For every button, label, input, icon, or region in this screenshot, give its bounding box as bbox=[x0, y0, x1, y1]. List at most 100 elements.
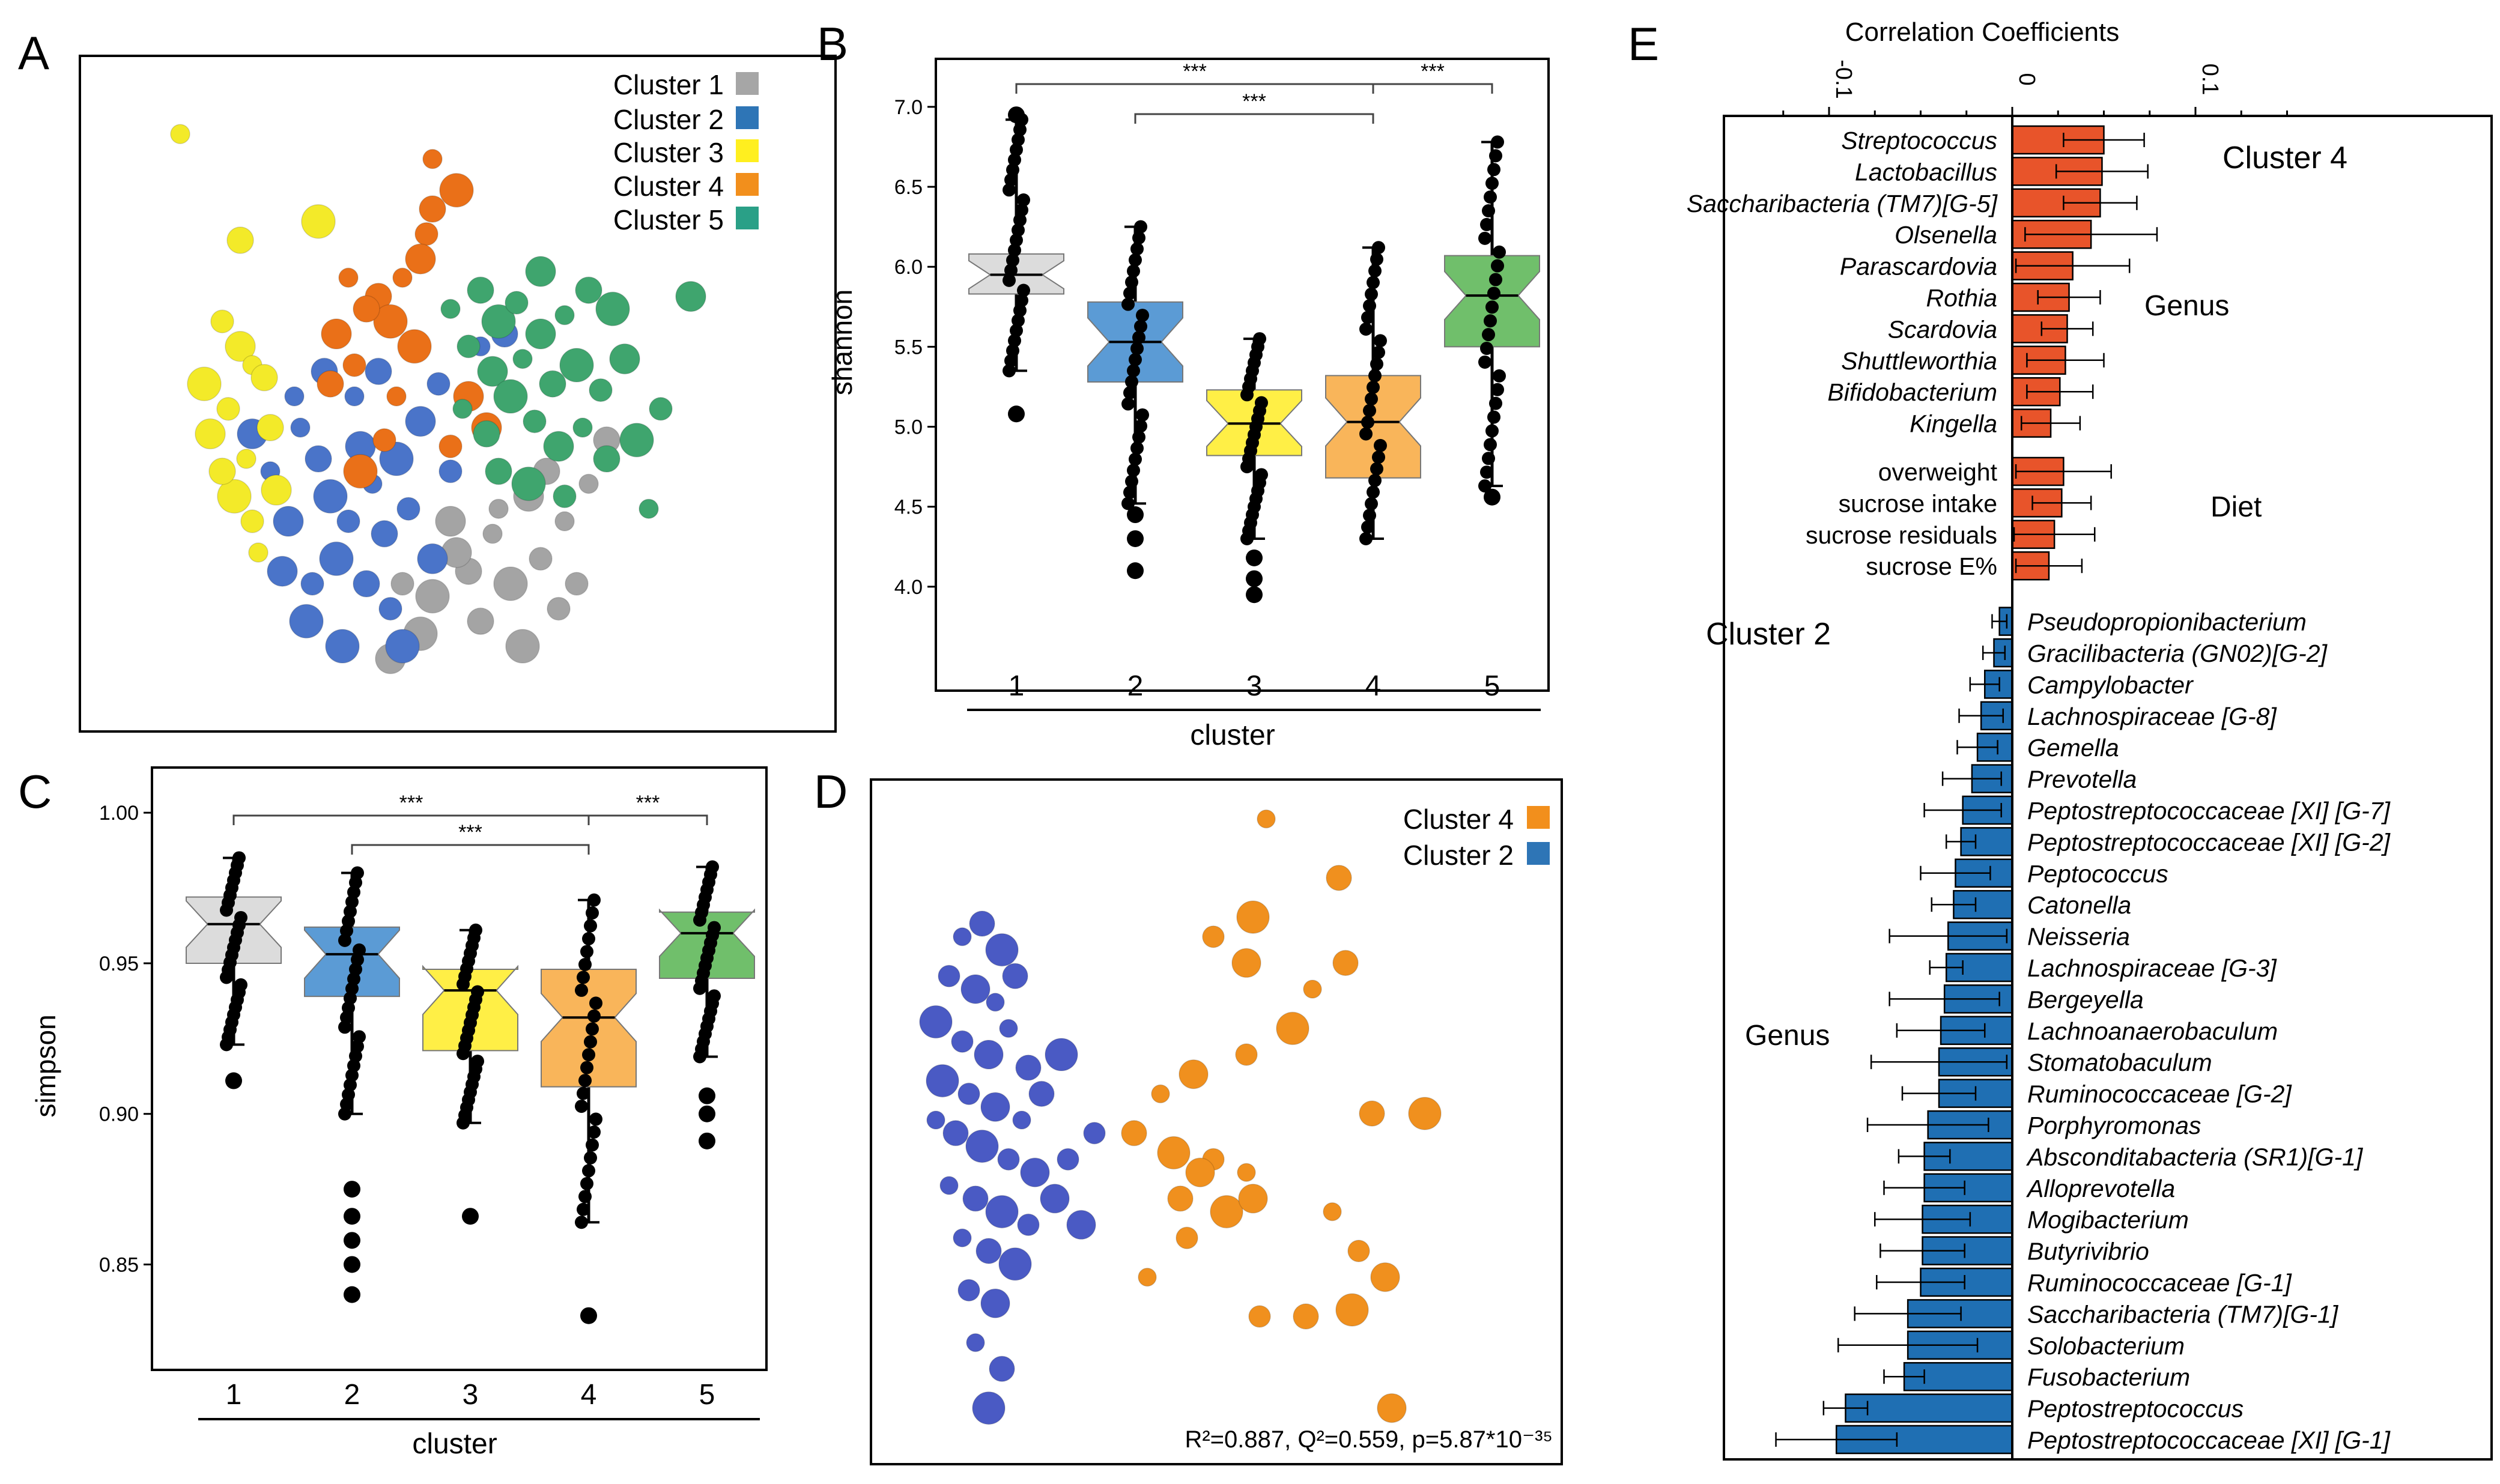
scatter-point bbox=[572, 417, 593, 438]
outlier-point bbox=[344, 1286, 360, 1303]
scatter-point bbox=[926, 1110, 945, 1130]
scatter-point bbox=[975, 1238, 1002, 1264]
y-tick-label: 5.5 bbox=[894, 336, 923, 359]
sample-point bbox=[1374, 438, 1387, 452]
sample-point bbox=[1361, 310, 1374, 324]
sample-point bbox=[1129, 253, 1142, 267]
scatter-point bbox=[488, 498, 509, 519]
scatter-point bbox=[1408, 1097, 1442, 1130]
x-tick-label: 4 bbox=[581, 1379, 597, 1411]
outlier-point bbox=[1127, 506, 1144, 524]
sample-point bbox=[584, 1035, 597, 1049]
bar-label: Neisseria bbox=[2027, 923, 2130, 951]
sample-point bbox=[577, 1086, 590, 1100]
bar-label: Lachnoanaerobaculum bbox=[2027, 1017, 2278, 1045]
significance-label: *** bbox=[1421, 60, 1445, 83]
sample-point bbox=[1008, 153, 1021, 167]
panel-a: A Cluster 1 Cluster 2 Cluster 3 Cluster … bbox=[18, 26, 837, 733]
bar-label: Streptococcus bbox=[1841, 127, 1997, 154]
scatter-point bbox=[1248, 1305, 1271, 1328]
panel-c: C 0.85 0.90 0.95 1.00 *** *** *** 1 2 3 4 5 clust… bbox=[18, 765, 768, 1460]
outlier-point bbox=[699, 1105, 715, 1122]
scatter-point bbox=[386, 386, 407, 407]
sample-point bbox=[1125, 375, 1138, 389]
bar-label: sucrose residuals bbox=[1806, 521, 1997, 549]
sample-point bbox=[582, 1048, 595, 1062]
sample-point bbox=[1491, 259, 1504, 273]
y-tick-label: 6.0 bbox=[894, 256, 923, 279]
significance-bracket bbox=[351, 844, 590, 855]
sample-point bbox=[580, 945, 593, 959]
sample-point bbox=[1123, 286, 1136, 300]
scatter-point bbox=[1066, 1210, 1096, 1240]
sample-point bbox=[471, 1055, 484, 1068]
sample-point bbox=[1478, 355, 1491, 369]
legend-a-2-label: Cluster 2 bbox=[613, 104, 724, 135]
scatter-point bbox=[578, 473, 599, 494]
scatter-point bbox=[919, 1005, 953, 1039]
sample-point bbox=[1480, 465, 1493, 479]
sample-point bbox=[1493, 245, 1506, 259]
sample-point bbox=[1487, 286, 1500, 300]
bar-label: Peptostreptococcaceae [XI] [G-1] bbox=[2027, 1426, 2391, 1454]
scatter-point bbox=[353, 570, 380, 598]
scatter-point bbox=[452, 399, 473, 419]
scatter-point bbox=[405, 405, 436, 437]
scatter-point bbox=[525, 318, 556, 350]
significance-label: *** bbox=[1242, 90, 1266, 113]
sample-point bbox=[1003, 183, 1016, 197]
legend-a-1-swatch bbox=[736, 72, 759, 95]
scatter-point bbox=[969, 910, 995, 937]
scatter-point bbox=[226, 226, 254, 254]
scatter-point bbox=[997, 1148, 1020, 1171]
outlier-point bbox=[1246, 586, 1263, 604]
panel-e-axis-ticks: -0.1 0 0.1 bbox=[1782, 59, 2288, 116]
y-tick-label: 4.5 bbox=[894, 496, 923, 519]
scatter-point bbox=[415, 579, 450, 614]
sample-point bbox=[1129, 353, 1142, 366]
sample-point bbox=[586, 1138, 599, 1152]
sample-point bbox=[1004, 354, 1018, 368]
scatter-point bbox=[438, 459, 463, 483]
scatter-point bbox=[1040, 1184, 1070, 1214]
panel-c-significance: *** *** *** bbox=[232, 792, 708, 855]
sample-point bbox=[1121, 397, 1135, 411]
sample-point bbox=[1006, 163, 1019, 177]
scatter-point bbox=[1347, 1240, 1370, 1262]
sample-point bbox=[1359, 427, 1373, 441]
panel-d-frame bbox=[870, 778, 1563, 1465]
sample-point bbox=[589, 1112, 602, 1126]
scatter-point bbox=[248, 542, 269, 563]
scatter-point bbox=[485, 458, 512, 485]
sample-point bbox=[351, 866, 364, 880]
sample-point bbox=[1015, 203, 1028, 217]
sample-point bbox=[1127, 264, 1140, 278]
scatter-point bbox=[980, 1092, 1010, 1122]
panel-e-frame bbox=[1723, 115, 2493, 1461]
scatter-point bbox=[962, 1186, 989, 1212]
sample-point bbox=[1368, 369, 1382, 383]
scatter-point bbox=[343, 454, 378, 489]
legend-d-1-label: Cluster 4 bbox=[1403, 804, 1514, 835]
panel-d-scatter bbox=[919, 809, 1442, 1425]
sample-point bbox=[1374, 334, 1387, 348]
scatter-point bbox=[1235, 1043, 1258, 1066]
sample-point bbox=[577, 1202, 590, 1216]
scatter-point bbox=[313, 479, 348, 514]
sample-point bbox=[1493, 369, 1506, 383]
scatter-point bbox=[187, 366, 222, 401]
sample-point bbox=[708, 989, 721, 1003]
sample-point bbox=[1368, 474, 1382, 488]
scatter-point bbox=[240, 509, 264, 533]
sample-point bbox=[584, 919, 597, 933]
scatter-point bbox=[1045, 1038, 1078, 1071]
scatter-point bbox=[639, 498, 659, 519]
sample-point bbox=[1372, 450, 1385, 464]
sample-point bbox=[353, 943, 366, 957]
bar-label: Scardovia bbox=[1888, 315, 1997, 343]
sample-point bbox=[1010, 324, 1023, 338]
scatter-point bbox=[481, 304, 516, 339]
sample-point bbox=[1008, 334, 1021, 348]
scatter-point bbox=[554, 511, 575, 532]
